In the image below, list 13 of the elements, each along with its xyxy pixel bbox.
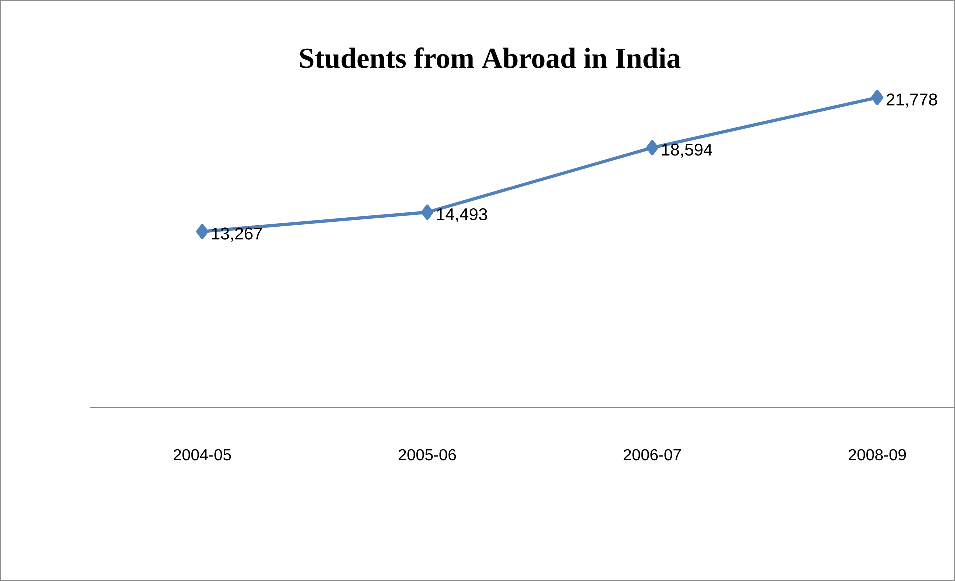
data-label: 13,267 <box>212 228 262 242</box>
x-tick-label: 2006-07 <box>624 449 682 461</box>
point <box>196 224 209 240</box>
point <box>871 90 884 106</box>
data-label: 18,594 <box>662 144 713 158</box>
x-tick-label: 2008-09 <box>848 449 906 461</box>
point <box>646 140 659 156</box>
data-label: 21,778 <box>886 94 938 108</box>
point <box>421 204 434 220</box>
chart-title: Students from Abroad in India <box>300 48 681 68</box>
x-tick-label: 2005-06 <box>398 449 456 461</box>
x-tick-label: 2004-05 <box>174 449 232 461</box>
data-label: 14,493 <box>437 208 488 223</box>
